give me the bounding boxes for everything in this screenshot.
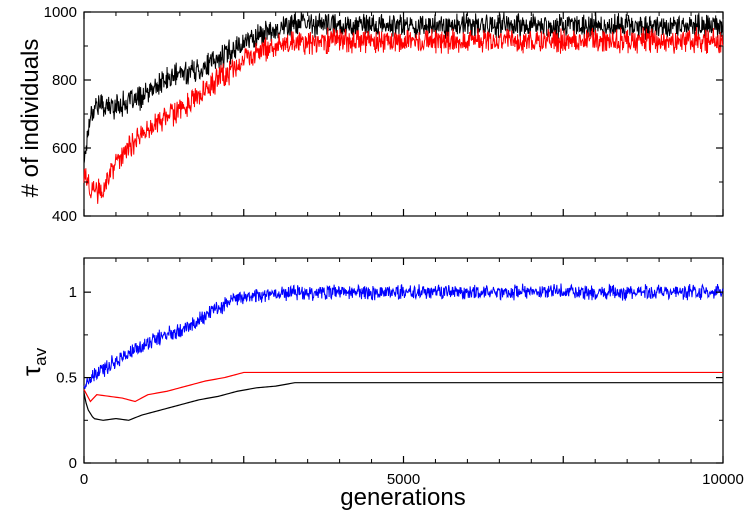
x-axis-title: generations — [340, 484, 465, 511]
y-tick-label: 600 — [52, 140, 77, 157]
series-line-1 — [83, 371, 723, 403]
x-tick-label: 5000 — [387, 471, 420, 488]
y-tick-label: 800 — [52, 72, 77, 89]
tau-symbol: τ — [16, 365, 46, 376]
top-series-layer — [83, 11, 724, 204]
top-ticks: 400 600 800 1000 — [44, 4, 724, 225]
y-tick-label: 1 — [69, 284, 77, 301]
series-line-2 — [83, 382, 723, 421]
x-tick-label: 0 — [80, 471, 88, 488]
tau-subscript: av — [31, 347, 50, 365]
top-y-axis-title: # of individuals — [17, 39, 44, 198]
bottom-panel: 0 5000 10000 0 0.5 1 τav generations — [16, 257, 744, 511]
series-line-1 — [83, 27, 724, 204]
bottom-series-layer — [83, 283, 724, 421]
y-tick-label: 0.5 — [56, 370, 77, 387]
y-tick-label: 400 — [52, 208, 77, 225]
bottom-ticks: 0 5000 10000 0 0.5 1 — [56, 258, 744, 488]
x-tick-label: 10000 — [702, 471, 744, 488]
bottom-y-axis-title: τav — [16, 347, 50, 376]
y-tick-label: 0 — [69, 455, 77, 472]
series-line-0 — [83, 283, 724, 389]
y-tick-label: 1000 — [44, 4, 77, 21]
top-panel: 400 600 800 1000 # of individuals — [17, 4, 724, 225]
